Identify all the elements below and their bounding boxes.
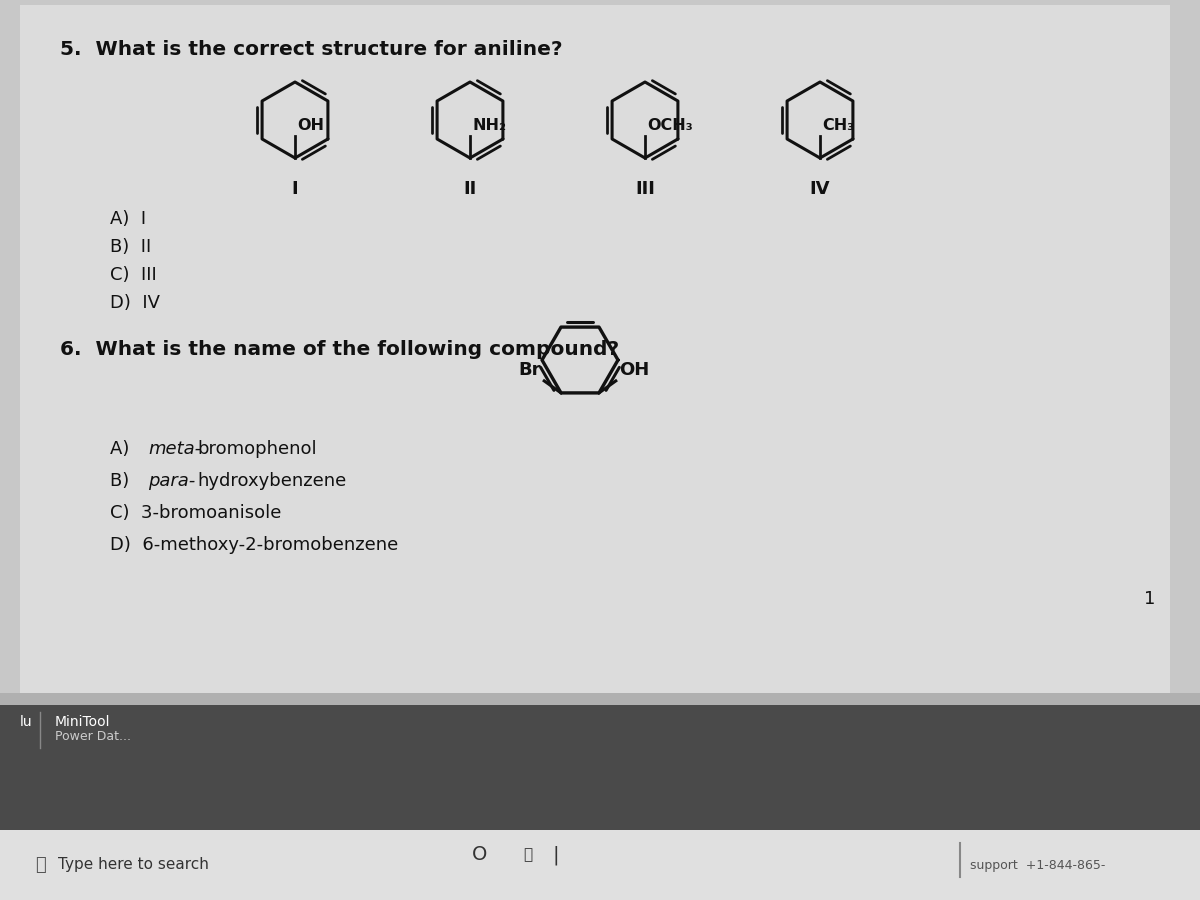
Text: ⌕: ⌕ xyxy=(35,856,46,874)
FancyBboxPatch shape xyxy=(0,830,1200,900)
Text: |: | xyxy=(553,845,559,865)
Text: IV: IV xyxy=(810,180,830,198)
Text: 1: 1 xyxy=(1144,590,1154,608)
Text: OCH₃: OCH₃ xyxy=(647,118,692,133)
Text: D)  6-methoxy-2-bromobenzene: D) 6-methoxy-2-bromobenzene xyxy=(110,536,398,554)
Text: MiniTool: MiniTool xyxy=(55,715,110,729)
Text: 6.  What is the name of the following compound?: 6. What is the name of the following com… xyxy=(60,340,619,359)
Text: Power Dat...: Power Dat... xyxy=(55,730,131,743)
Text: D)  IV: D) IV xyxy=(110,294,160,312)
Text: NH₂: NH₂ xyxy=(472,118,506,133)
Text: bromophenol: bromophenol xyxy=(197,440,317,458)
Text: II: II xyxy=(463,180,476,198)
Text: para-: para- xyxy=(148,472,196,490)
FancyBboxPatch shape xyxy=(20,5,1170,695)
Text: meta-: meta- xyxy=(148,440,202,458)
Text: B)  II: B) II xyxy=(110,238,151,256)
Text: Br: Br xyxy=(518,361,541,379)
Text: A): A) xyxy=(110,440,140,458)
FancyBboxPatch shape xyxy=(0,700,1200,830)
Text: C)  III: C) III xyxy=(110,266,157,284)
Text: 5.  What is the correct structure for aniline?: 5. What is the correct structure for ani… xyxy=(60,40,563,59)
Text: OH: OH xyxy=(298,118,324,133)
Text: CH₃: CH₃ xyxy=(822,118,854,133)
Text: lu: lu xyxy=(20,715,32,729)
Text: hydroxybenzene: hydroxybenzene xyxy=(197,472,347,490)
Text: support  +1-844-865-: support +1-844-865- xyxy=(970,859,1105,871)
Text: ⧧: ⧧ xyxy=(523,848,533,862)
Text: OH: OH xyxy=(619,361,649,379)
Text: Type here to search: Type here to search xyxy=(58,858,209,872)
Text: C)  3-bromoanisole: C) 3-bromoanisole xyxy=(110,504,281,522)
Text: A)  I: A) I xyxy=(110,210,146,228)
Text: O: O xyxy=(473,845,487,865)
Text: I: I xyxy=(292,180,299,198)
Text: III: III xyxy=(635,180,655,198)
Text: B): B) xyxy=(110,472,140,490)
FancyBboxPatch shape xyxy=(0,693,1200,705)
